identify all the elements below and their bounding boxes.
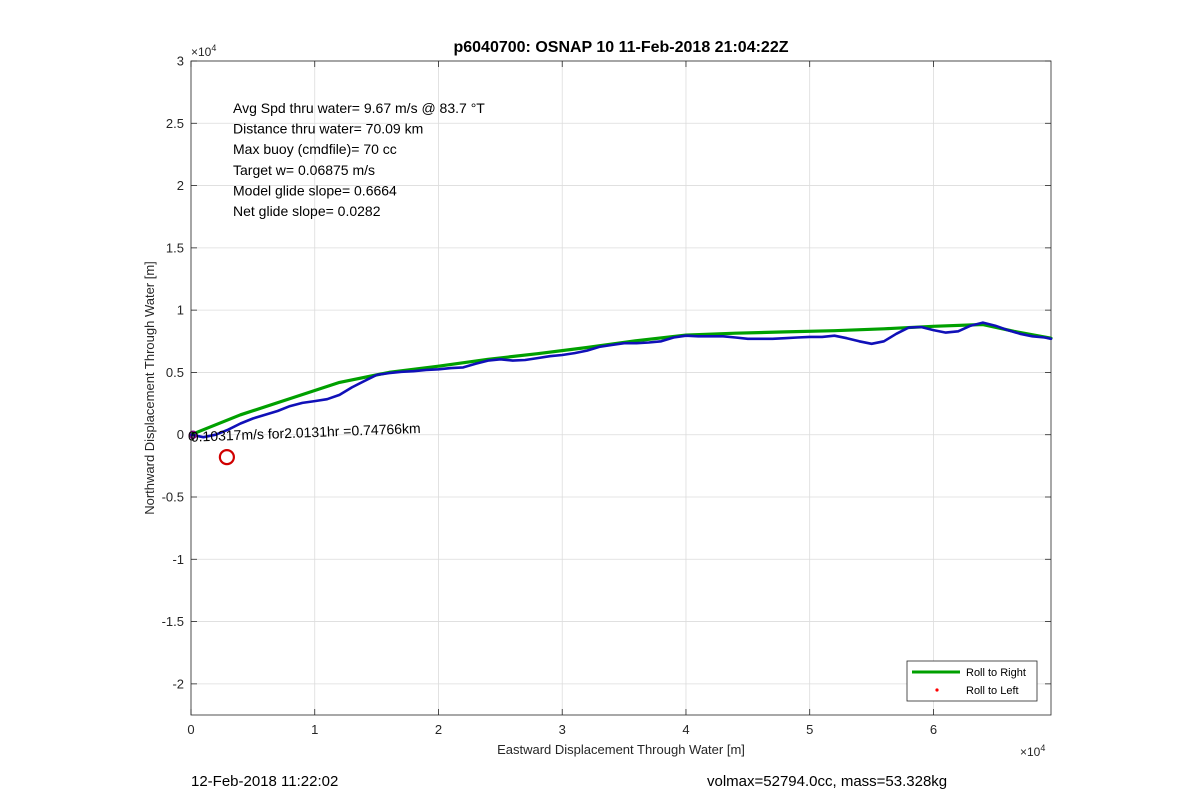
legend-box (906, 660, 1038, 702)
stats-line: Net glide slope= 0.0282 (233, 203, 381, 219)
start-marker (188, 430, 198, 439)
stats-annotation: Avg Spd thru water= 9.67 m/s @ 83.7 °T Di… (233, 100, 485, 219)
legend: Roll to Right Roll to Left (906, 660, 1038, 702)
y-tick-label: 2.5 (166, 116, 184, 131)
x-exponent-label: ×104 (1020, 743, 1045, 759)
y-tick-label: 1.5 (166, 240, 184, 255)
y-tick-label: 0.5 (166, 365, 184, 380)
y-tick-label: 0 (177, 427, 184, 442)
legend-label-roll-left: Roll to Left (966, 685, 1019, 697)
x-tick-label: 0 (187, 722, 194, 737)
stats-line: Model glide slope= 0.6664 (233, 182, 397, 198)
target-circle (218, 449, 235, 466)
stats-line: Target w= 0.06875 m/s (233, 162, 375, 178)
x-tick-label: 6 (930, 722, 937, 737)
footer-timestamp: 12-Feb-2018 11:22:02 (191, 773, 339, 790)
x-tick-label: 5 (806, 722, 813, 737)
y-tick-label: -1.5 (162, 614, 184, 629)
axes-box (190, 60, 1052, 716)
y-tick-label: -1 (172, 552, 184, 567)
y-tick-label: 2 (177, 178, 184, 193)
x-tick-label: 3 (559, 722, 566, 737)
y-tick-label: -0.5 (162, 490, 184, 505)
y-axis-label: Northward Displacement Through Water [m] (142, 261, 157, 515)
x-tick-label: 1 (311, 722, 318, 737)
footer-info: volmax=52794.0cc, mass=53.328kg (707, 773, 948, 790)
stats-line: Distance thru water= 70.09 km (233, 121, 423, 137)
x-axis-label: Eastward Displacement Through Water [m] (497, 742, 745, 757)
series-line-track (189, 321, 1053, 439)
legend-swatch-roll-left (935, 688, 939, 692)
y-tick-label: 3 (177, 54, 184, 69)
x-tick-label: 4 (682, 722, 689, 737)
stats-line: Max buoy (cmdfile)= 70 cc (233, 141, 397, 157)
legend-label-roll-right: Roll to Right (966, 667, 1026, 679)
series-layer: 00.10317m/s for2.0131hr =0.74766km (188, 321, 1053, 466)
y-tick-label: 1 (177, 303, 184, 318)
current-label: 0.10317m/s for2.0131hr =0.74766km (191, 420, 421, 445)
y-tick-label: -2 (172, 676, 184, 691)
stats-line: Avg Spd thru water= 9.67 m/s @ 83.7 °T (233, 100, 485, 116)
series-line-roll-to-right (189, 322, 1053, 437)
axis-ticks: 0 1 2 3 4 5 6 -2 -1.5 -1 -0.5 0 0.5 1 1.5 2 2.5 3 (162, 54, 1051, 737)
y-exponent-label: ×104 (191, 43, 216, 59)
chart-title: p6040700: OSNAP 10 11-Feb-2018 21:04:22Z (453, 39, 788, 56)
x-tick-label: 2 (435, 722, 442, 737)
start-label: 0 (188, 429, 195, 444)
